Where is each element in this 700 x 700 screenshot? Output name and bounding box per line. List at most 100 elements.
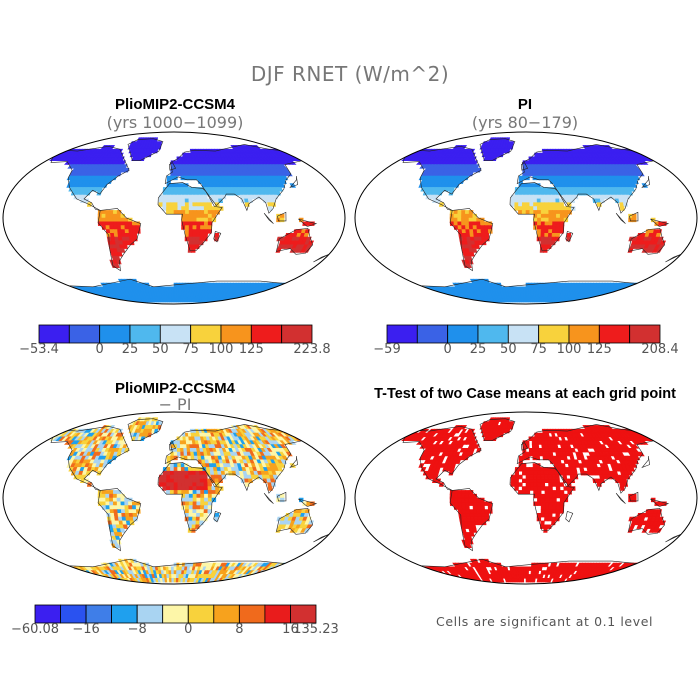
grid-cell: [97, 493, 103, 499]
grid-cell: [555, 236, 560, 242]
grid-cell: [81, 578, 92, 583]
grid-cell: [606, 294, 616, 299]
grid-cell: [170, 566, 175, 571]
grid-cell: [195, 240, 201, 246]
grid-cell: [184, 467, 189, 472]
grid-cell: [480, 225, 485, 230]
grid-cell: [548, 213, 553, 219]
grid-cell: [188, 516, 193, 522]
grid-cell: [112, 490, 118, 495]
grid-cell: [272, 474, 279, 480]
coastline-uk: [168, 162, 177, 171]
grid-cell: [604, 298, 614, 303]
grid-cell: [203, 505, 209, 510]
grid-cell: [203, 202, 209, 207]
grid-cell: [436, 298, 446, 303]
grid-cell: [105, 210, 110, 215]
grid-cell: [610, 298, 621, 303]
grid-cell: [171, 570, 175, 575]
grid-cell: [547, 198, 553, 203]
grid-cell: [188, 190, 193, 196]
grid-cell: [271, 294, 281, 299]
grid-cell: [461, 221, 466, 226]
grid-cell: [514, 202, 519, 207]
grid-cell: [69, 574, 80, 579]
grid-cell: [203, 210, 209, 215]
grid-cell: [552, 210, 557, 215]
grid-cell: [455, 459, 461, 464]
grid-cell: [170, 194, 175, 200]
grid-cell: [450, 298, 459, 303]
grid-cell: [61, 570, 72, 575]
grid-cell: [147, 152, 152, 158]
grid-cell: [445, 298, 455, 303]
grid-cell: [64, 570, 74, 575]
grid-cell: [536, 190, 542, 196]
grid-cell: [176, 167, 181, 173]
grid-cell: [457, 213, 462, 219]
grid-cell: [555, 474, 560, 480]
grid-cell: [72, 578, 83, 583]
grid-cell: [285, 171, 293, 177]
grid-cell: [192, 206, 198, 211]
grid-cell: [644, 282, 654, 288]
grid-cell: [74, 574, 84, 579]
grid-cell: [523, 294, 527, 299]
grid-cell: [271, 574, 281, 579]
grid-cell: [259, 574, 269, 579]
grid-cell: [572, 470, 578, 476]
grid-cell: [540, 478, 546, 483]
grid-cell: [472, 221, 478, 226]
grid-cell: [619, 298, 630, 303]
grid-cell: [540, 482, 546, 487]
grid-cell: [207, 482, 213, 487]
grid-cell: [168, 286, 172, 291]
coastline-newguinea: [298, 218, 318, 227]
grid-cell: [548, 221, 553, 226]
grid-cell: [196, 501, 201, 506]
grid-cell: [191, 190, 197, 196]
grid-cell: [101, 493, 107, 499]
grid-cell: [166, 210, 171, 215]
grid-cell: [458, 436, 466, 442]
grid-cell: [540, 202, 546, 207]
grid-cell: [551, 432, 556, 438]
grid-cell: [544, 198, 549, 203]
grid-cell: [544, 478, 549, 483]
grid-cell: [426, 294, 436, 299]
grid-cell: [599, 198, 605, 203]
grid-cell: [563, 210, 569, 215]
grid-cell: [548, 202, 553, 207]
grid-cell: [84, 294, 94, 299]
grid-cell: [559, 482, 565, 487]
grid-cell: [552, 225, 557, 230]
grid-cell: [629, 187, 636, 192]
coastline-northamerica: [50, 145, 130, 211]
grid-cell: [170, 478, 175, 483]
coastline-indonesia1: [263, 212, 274, 224]
grid-cell: [177, 183, 182, 188]
grid-cell: [116, 493, 122, 499]
grid-cell: [638, 286, 649, 291]
grid-cell: [448, 298, 457, 303]
grid-cell: [214, 233, 220, 238]
grid-cell: [120, 213, 125, 219]
grid-cell: [525, 482, 531, 487]
grid-cell: [266, 294, 276, 299]
grid-cell: [195, 236, 201, 242]
grid-cell: [105, 217, 110, 223]
grid-cell: [536, 486, 542, 491]
grid-cell: [192, 486, 198, 491]
grid-cell: [86, 574, 96, 579]
grid-cell: [536, 478, 542, 483]
coastline-newguinea: [298, 498, 318, 507]
grid-cell: [195, 194, 201, 200]
grid-cell: [169, 210, 175, 215]
grid-cell: [267, 578, 278, 583]
grid-cell: [455, 428, 462, 434]
coastline-northamerica: [50, 425, 130, 491]
grid-cell: [147, 432, 152, 438]
grid-cell: [499, 432, 504, 438]
grid-cell: [192, 217, 198, 223]
grid-cell: [480, 229, 486, 234]
